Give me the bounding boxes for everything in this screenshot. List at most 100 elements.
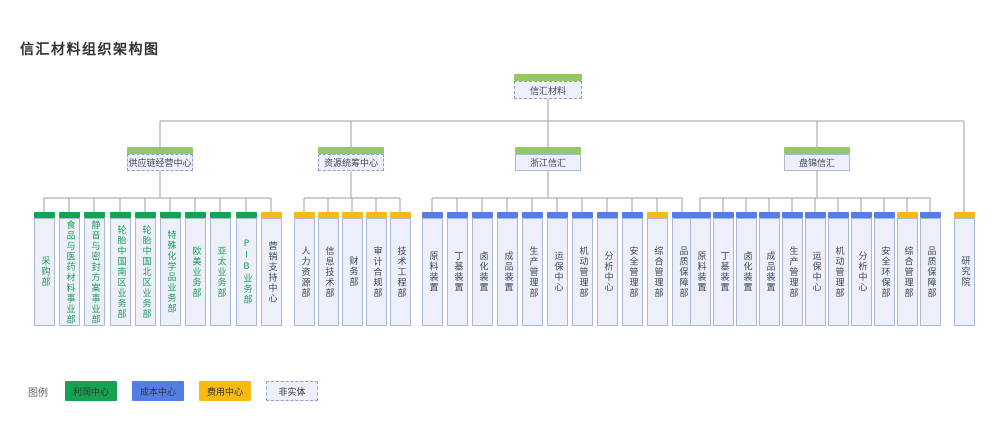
node-category-bar bbox=[471, 212, 493, 218]
node-body: 浙江信汇 bbox=[515, 154, 581, 171]
node-body: 采购部 bbox=[33, 218, 55, 326]
node-body: 生产管理部 bbox=[781, 218, 803, 326]
org-node-department[interactable]: 卤化装置 bbox=[471, 212, 493, 326]
org-node-research[interactable]: 研究院 bbox=[953, 212, 975, 326]
org-node-root[interactable]: 信汇材料 bbox=[514, 74, 582, 99]
org-node-department[interactable]: 分析中心 bbox=[850, 212, 872, 326]
node-label: 运保中心 bbox=[552, 251, 563, 293]
node-body: 信汇材料 bbox=[514, 81, 582, 99]
node-label: 品质保障部 bbox=[925, 245, 936, 299]
node-category-bar bbox=[260, 212, 282, 218]
node-category-bar bbox=[515, 147, 581, 154]
org-node-division[interactable]: 浙江信汇 bbox=[515, 147, 581, 171]
org-node-department[interactable]: 亚太业务部 bbox=[209, 212, 231, 326]
node-label: 机动管理部 bbox=[833, 245, 844, 299]
node-body: 丁基装置 bbox=[446, 218, 468, 326]
org-node-division[interactable]: 资源统筹中心 bbox=[318, 147, 384, 171]
node-label: 机动管理部 bbox=[577, 245, 588, 299]
node-body: 丁基装置 bbox=[712, 218, 734, 326]
node-category-bar bbox=[421, 212, 443, 218]
org-node-department[interactable]: 财务部 bbox=[341, 212, 363, 326]
node-body: 静音与密封方案事业部 bbox=[83, 218, 105, 326]
org-node-department[interactable]: 丁基装置 bbox=[712, 212, 734, 326]
org-node-department[interactable]: 丁基装置 bbox=[446, 212, 468, 326]
org-node-department[interactable]: 机动管理部 bbox=[827, 212, 849, 326]
node-category-bar bbox=[496, 212, 518, 218]
org-node-department[interactable]: 安全管理部 bbox=[621, 212, 643, 326]
legend-title: 图例 bbox=[28, 387, 48, 399]
org-node-department[interactable]: 静音与密封方案事业部 bbox=[83, 212, 105, 326]
node-category-bar bbox=[827, 212, 849, 218]
node-label: 原料装置 bbox=[695, 251, 706, 293]
node-label: 成品装置 bbox=[764, 251, 775, 293]
node-body: 技术工程部 bbox=[389, 218, 411, 326]
org-node-department[interactable]: 品质保障部 bbox=[919, 212, 941, 326]
node-label: 资源统筹中心 bbox=[323, 159, 378, 169]
org-node-department[interactable]: 审计合规部 bbox=[365, 212, 387, 326]
node-body: PIB业务部 bbox=[235, 218, 257, 326]
node-category-bar bbox=[671, 212, 693, 218]
legend-item-profit-center: 利润中心 bbox=[65, 381, 117, 401]
org-node-department[interactable]: 卤化装置 bbox=[735, 212, 757, 326]
legend-item-label: 费用中心 bbox=[206, 387, 243, 398]
node-body: 轮胎中国南区业务部 bbox=[109, 218, 131, 326]
node-category-bar bbox=[804, 212, 826, 218]
node-body: 原料装置 bbox=[689, 218, 711, 326]
node-body: 综合管理部 bbox=[896, 218, 918, 326]
node-category-bar bbox=[514, 74, 582, 81]
org-node-department[interactable]: 运保中心 bbox=[546, 212, 568, 326]
org-node-department[interactable]: 原料装置 bbox=[421, 212, 443, 326]
org-node-department[interactable]: 综合管理部 bbox=[646, 212, 668, 326]
node-body: 信息技术部 bbox=[317, 218, 339, 326]
org-node-division[interactable]: 盘锦信汇 bbox=[784, 147, 850, 171]
node-category-bar bbox=[83, 212, 105, 218]
org-node-department[interactable]: 成品装置 bbox=[758, 212, 780, 326]
node-label: 财务部 bbox=[347, 256, 358, 288]
legend-item-label: 成本中心 bbox=[139, 387, 176, 398]
node-body: 安全环保部 bbox=[873, 218, 895, 326]
node-label: 欧美业务部 bbox=[190, 245, 201, 299]
org-node-department[interactable]: 运保中心 bbox=[804, 212, 826, 326]
node-category-bar bbox=[184, 212, 206, 218]
org-node-department[interactable]: 分析中心 bbox=[596, 212, 618, 326]
org-node-department[interactable]: 特殊化学品业务部 bbox=[159, 212, 181, 326]
node-label: 食品与医药材料事业部 bbox=[64, 219, 75, 325]
org-node-department[interactable]: 人力资源部 bbox=[293, 212, 315, 326]
org-node-department[interactable]: 欧美业务部 bbox=[184, 212, 206, 326]
org-node-department[interactable]: 食品与医药材料事业部 bbox=[58, 212, 80, 326]
node-category-bar bbox=[159, 212, 181, 218]
node-category-bar bbox=[621, 212, 643, 218]
org-node-department[interactable]: 生产管理部 bbox=[521, 212, 543, 326]
org-node-department[interactable]: 综合管理部 bbox=[896, 212, 918, 326]
org-node-department[interactable]: 生产管理部 bbox=[781, 212, 803, 326]
org-node-department[interactable]: PIB业务部 bbox=[235, 212, 257, 326]
node-label: 盘锦信汇 bbox=[798, 159, 835, 169]
org-node-department[interactable]: 营销支持中心 bbox=[260, 212, 282, 326]
org-node-division[interactable]: 供应链经营中心 bbox=[127, 147, 193, 171]
node-body: 机动管理部 bbox=[827, 218, 849, 326]
org-node-department[interactable]: 轮胎中国南区业务部 bbox=[109, 212, 131, 326]
org-node-department[interactable]: 采购部 bbox=[33, 212, 55, 326]
node-body: 资源统筹中心 bbox=[318, 154, 384, 171]
node-category-bar bbox=[873, 212, 895, 218]
node-category-bar bbox=[389, 212, 411, 218]
org-node-department[interactable]: 轮胎中国北区业务部 bbox=[134, 212, 156, 326]
chart-title: 信汇材料组织架构图 bbox=[20, 42, 160, 58]
org-node-department[interactable]: 原料装置 bbox=[689, 212, 711, 326]
org-node-department[interactable]: 成品装置 bbox=[496, 212, 518, 326]
node-body: 综合管理部 bbox=[646, 218, 668, 326]
org-node-department[interactable]: 信息技术部 bbox=[317, 212, 339, 326]
node-label: 轮胎中国北区业务部 bbox=[140, 224, 151, 320]
node-body: 分析中心 bbox=[850, 218, 872, 326]
org-node-department[interactable]: 安全环保部 bbox=[873, 212, 895, 326]
node-label: 成品装置 bbox=[502, 251, 513, 293]
node-category-bar bbox=[127, 147, 193, 154]
node-category-bar bbox=[209, 212, 231, 218]
node-body: 盘锦信汇 bbox=[784, 154, 850, 171]
node-body: 安全管理部 bbox=[621, 218, 643, 326]
org-node-department[interactable]: 技术工程部 bbox=[389, 212, 411, 326]
org-node-department[interactable]: 机动管理部 bbox=[571, 212, 593, 326]
node-label: 特殊化学品业务部 bbox=[165, 230, 176, 314]
